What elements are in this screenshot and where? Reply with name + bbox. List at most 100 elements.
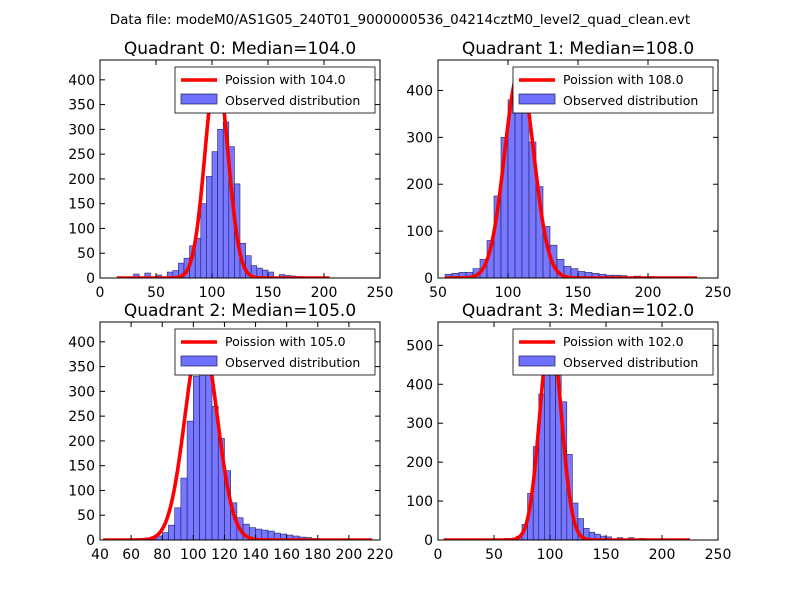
quadrant-1-panel: 50 100 150 200 250 0 100 200 300 400 Quadrant 1: M…: [406, 39, 731, 301]
y-tick-label: 250: [68, 409, 95, 425]
plot-area: [102, 332, 373, 540]
x-tick-label: 100: [180, 547, 207, 563]
x-tick-label: 120: [211, 547, 238, 563]
panel-title: Quadrant 1: Median=108.0: [462, 39, 694, 59]
y-tick-label: 150: [68, 459, 95, 475]
panel-title: Quadrant 0: Median=104.0: [124, 39, 356, 59]
y-tick-label: 400: [68, 335, 95, 351]
histogram-bar: [133, 273, 140, 278]
histogram-bar: [174, 507, 182, 540]
legend-bars-swatch: [180, 355, 218, 367]
y-tick-label: 150: [68, 197, 95, 213]
x-tick-label: 200: [336, 547, 363, 563]
x-tick-label: 160: [273, 547, 300, 563]
x-tick-label: 200: [311, 285, 338, 301]
suptitle: Data file: modeM0/AS1G05_240T01_90000005…: [110, 12, 690, 28]
y-tick-label: 0: [424, 533, 433, 549]
legend-curve-label: Poission with 108.0: [563, 72, 684, 87]
y-tick-label: 300: [406, 416, 433, 432]
x-tick-label: 100: [537, 547, 564, 563]
poisson-curve: [442, 330, 691, 540]
y-tick-label: 100: [68, 221, 95, 237]
x-tick-label: 150: [255, 285, 282, 301]
y-tick-label: 350: [68, 98, 95, 114]
y-tick-label: 0: [424, 271, 433, 287]
y-tick-label: 100: [406, 494, 433, 510]
histogram-bar: [200, 203, 207, 278]
x-tick-label: 80: [153, 547, 171, 563]
x-tick-label: 50: [147, 285, 165, 301]
x-tick-label: 0: [434, 547, 443, 563]
quadrant-3-panel: 0 50 100 150 200 250 0 100 200 300 400 500 Quadrant …: [406, 301, 731, 563]
y-tick-label: 400: [68, 73, 95, 89]
histogram-bar: [180, 477, 188, 540]
legend-bars-label: Observed distribution: [563, 355, 698, 370]
histogram-bar: [161, 532, 169, 540]
histogram-bar: [544, 347, 551, 540]
histogram-bar: [205, 361, 213, 540]
y-tick-label: 200: [406, 177, 433, 193]
x-tick-label: 50: [429, 285, 447, 301]
legend: Poission with 102.0 Observed distribution: [512, 328, 714, 376]
poisson-curve: [102, 332, 373, 540]
legend-bars-swatch: [180, 93, 218, 105]
x-tick-label: 200: [635, 285, 662, 301]
x-tick-label: 100: [199, 285, 226, 301]
quadrant-2-panel: 40 60 80 100 120 140 160 180 200 2200501001502002…: [68, 301, 393, 563]
legend: Poission with 105.0 Observed distribution: [174, 328, 376, 376]
axes-frame: [99, 59, 381, 279]
x-tick-label: 140: [242, 547, 269, 563]
legend-bars-swatch: [518, 93, 556, 105]
x-tick-label: 150: [593, 547, 620, 563]
y-tick-label: 250: [68, 147, 95, 163]
histogram-bar: [521, 104, 530, 278]
histogram-bar: [186, 420, 194, 540]
legend-bars-label: Observed distribution: [563, 93, 698, 108]
axes-frame: [437, 321, 719, 541]
y-tick-label: 300: [68, 122, 95, 138]
y-tick-label: 350: [68, 360, 95, 376]
y-tick-label: 400: [406, 83, 433, 99]
y-tick-label: 100: [406, 224, 433, 240]
histogram-bar: [217, 129, 224, 278]
x-tick-label: 200: [649, 547, 676, 563]
y-tick-label: 100: [68, 483, 95, 499]
legend-bars-label: Observed distribution: [225, 355, 360, 370]
histogram-bar: [168, 524, 175, 540]
x-tick-label: 250: [705, 547, 732, 563]
x-tick-label: 250: [367, 285, 394, 301]
legend-box: [174, 66, 376, 114]
y-tick-label: 300: [68, 384, 95, 400]
legend-curve-label: Poission with 104.0: [225, 72, 346, 87]
x-tick-label: 180: [304, 547, 331, 563]
histogram-bar: [211, 151, 218, 278]
x-tick-label: 250: [705, 285, 732, 301]
panel-title: Quadrant 3: Median=102.0: [462, 301, 694, 321]
legend-box: [174, 328, 376, 376]
y-tick-label: 400: [406, 377, 433, 393]
axes-frame: [99, 321, 381, 541]
y-tick-label: 50: [77, 508, 95, 524]
legend: Poission with 104.0 Observed distribution: [174, 66, 376, 114]
x-tick-label: 60: [122, 547, 140, 563]
y-tick-label: 0: [86, 533, 95, 549]
y-tick-label: 200: [68, 434, 95, 450]
x-tick-label: 50: [485, 547, 503, 563]
legend-curve-label: Poission with 102.0: [563, 334, 684, 349]
y-tick-label: 300: [406, 130, 433, 146]
y-tick-label: 200: [68, 172, 95, 188]
y-tick-label: 500: [406, 338, 433, 354]
legend-bars-swatch: [518, 355, 556, 367]
legend-curve-label: Poission with 105.0: [225, 334, 346, 349]
legend-box: [512, 66, 714, 114]
x-tick-label: 220: [367, 547, 394, 563]
y-tick-label: 50: [77, 246, 95, 262]
x-tick-label: 100: [495, 285, 522, 301]
x-tick-label: 150: [565, 285, 592, 301]
legend-bars-label: Observed distribution: [225, 93, 360, 108]
legend-box: [512, 328, 714, 376]
histogram-bar: [193, 376, 200, 540]
panel-title: Quadrant 2: Median=105.0: [124, 301, 356, 321]
x-tick-label: 40: [91, 547, 109, 563]
y-tick-label: 200: [406, 455, 433, 471]
